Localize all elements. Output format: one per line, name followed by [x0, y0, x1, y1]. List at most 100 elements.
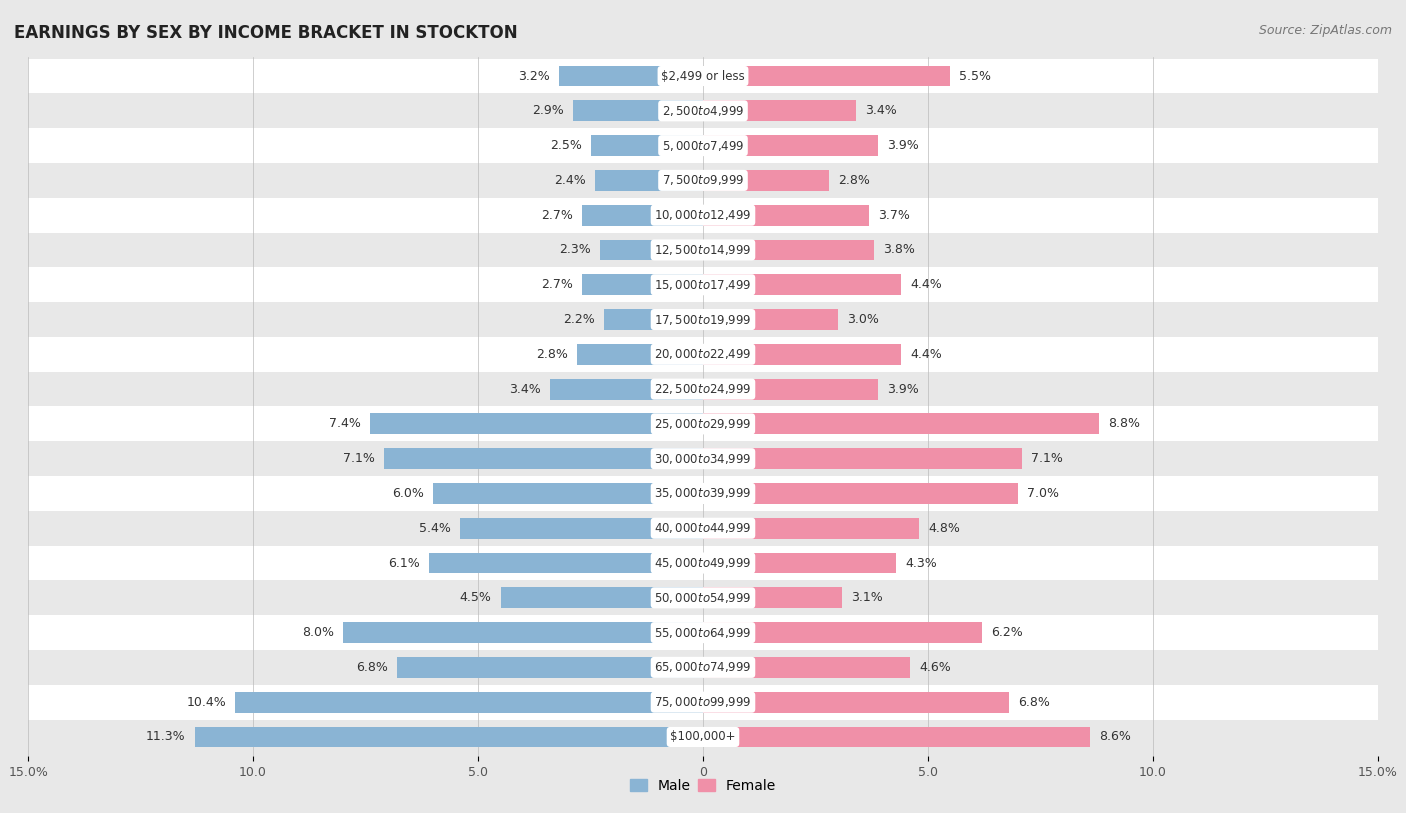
Bar [703, 448, 1022, 469]
Text: $22,500 to $24,999: $22,500 to $24,999 [654, 382, 752, 396]
Text: 3.9%: 3.9% [887, 383, 920, 396]
Bar [591, 135, 703, 156]
Text: 5.5%: 5.5% [959, 70, 991, 83]
Text: 2.4%: 2.4% [554, 174, 586, 187]
Text: 11.3%: 11.3% [146, 730, 186, 743]
Bar [28, 302, 1378, 337]
Text: Source: ZipAtlas.com: Source: ZipAtlas.com [1258, 24, 1392, 37]
Text: $12,500 to $14,999: $12,500 to $14,999 [654, 243, 752, 257]
Bar [703, 692, 1010, 713]
Text: $55,000 to $64,999: $55,000 to $64,999 [654, 625, 752, 640]
Text: 4.4%: 4.4% [910, 278, 942, 291]
Bar [28, 163, 1378, 198]
Bar [599, 240, 703, 260]
Text: 7.0%: 7.0% [1026, 487, 1059, 500]
Text: $45,000 to $49,999: $45,000 to $49,999 [654, 556, 752, 570]
Text: 3.1%: 3.1% [852, 591, 883, 604]
Bar [703, 66, 950, 86]
Text: 2.8%: 2.8% [838, 174, 870, 187]
Text: 4.6%: 4.6% [920, 661, 950, 674]
Bar [703, 309, 838, 330]
Bar [28, 198, 1378, 233]
Bar [703, 100, 856, 121]
Bar [28, 685, 1378, 720]
Text: 2.7%: 2.7% [541, 278, 572, 291]
Bar [703, 205, 869, 226]
Text: 4.8%: 4.8% [928, 522, 960, 535]
Bar [28, 720, 1378, 754]
Text: $30,000 to $34,999: $30,000 to $34,999 [654, 452, 752, 466]
Text: 7.1%: 7.1% [1032, 452, 1063, 465]
Text: 6.0%: 6.0% [392, 487, 425, 500]
Text: 2.7%: 2.7% [541, 209, 572, 222]
Text: 5.4%: 5.4% [419, 522, 451, 535]
Bar [703, 344, 901, 365]
Text: $5,000 to $7,499: $5,000 to $7,499 [662, 138, 744, 153]
Bar [28, 267, 1378, 302]
Bar [235, 692, 703, 713]
Bar [582, 274, 703, 295]
Bar [396, 657, 703, 678]
Text: 4.5%: 4.5% [460, 591, 492, 604]
Bar [384, 448, 703, 469]
Text: 8.6%: 8.6% [1099, 730, 1130, 743]
Text: 3.4%: 3.4% [865, 104, 897, 117]
Text: 3.2%: 3.2% [519, 70, 550, 83]
Text: 3.9%: 3.9% [887, 139, 920, 152]
Text: 4.4%: 4.4% [910, 348, 942, 361]
Text: $20,000 to $22,499: $20,000 to $22,499 [654, 347, 752, 361]
Bar [28, 406, 1378, 441]
Bar [28, 546, 1378, 580]
Bar [370, 414, 703, 434]
Bar [501, 587, 703, 608]
Bar [28, 233, 1378, 267]
Bar [572, 100, 703, 121]
Text: 8.0%: 8.0% [302, 626, 335, 639]
Text: 7.1%: 7.1% [343, 452, 374, 465]
Text: $40,000 to $44,999: $40,000 to $44,999 [654, 521, 752, 535]
Bar [550, 379, 703, 399]
Text: $15,000 to $17,499: $15,000 to $17,499 [654, 278, 752, 292]
Bar [703, 135, 879, 156]
Bar [703, 587, 842, 608]
Text: 6.8%: 6.8% [356, 661, 388, 674]
Text: $2,500 to $4,999: $2,500 to $4,999 [662, 104, 744, 118]
Bar [703, 274, 901, 295]
Text: 6.2%: 6.2% [991, 626, 1022, 639]
Bar [28, 650, 1378, 685]
Text: $65,000 to $74,999: $65,000 to $74,999 [654, 660, 752, 675]
Text: 2.2%: 2.2% [564, 313, 595, 326]
Bar [429, 553, 703, 573]
Bar [194, 727, 703, 747]
Legend: Male, Female: Male, Female [624, 773, 782, 798]
Bar [28, 337, 1378, 372]
Text: $75,000 to $99,999: $75,000 to $99,999 [654, 695, 752, 709]
Bar [576, 344, 703, 365]
Text: EARNINGS BY SEX BY INCOME BRACKET IN STOCKTON: EARNINGS BY SEX BY INCOME BRACKET IN STO… [14, 24, 517, 42]
Text: $50,000 to $54,999: $50,000 to $54,999 [654, 591, 752, 605]
Text: 10.4%: 10.4% [187, 696, 226, 709]
Text: $100,000+: $100,000+ [671, 730, 735, 743]
Text: 3.8%: 3.8% [883, 243, 915, 256]
Bar [28, 93, 1378, 128]
Bar [560, 66, 703, 86]
Bar [703, 240, 875, 260]
Bar [343, 622, 703, 643]
Text: 6.8%: 6.8% [1018, 696, 1050, 709]
Bar [703, 727, 1090, 747]
Text: $2,499 or less: $2,499 or less [661, 70, 745, 83]
Text: $7,500 to $9,999: $7,500 to $9,999 [662, 173, 744, 188]
Bar [28, 59, 1378, 93]
Bar [28, 615, 1378, 650]
Text: 3.4%: 3.4% [509, 383, 541, 396]
Bar [28, 476, 1378, 511]
Bar [703, 414, 1099, 434]
Bar [703, 518, 920, 539]
Text: 7.4%: 7.4% [329, 417, 361, 430]
Text: $35,000 to $39,999: $35,000 to $39,999 [654, 486, 752, 501]
Bar [703, 657, 910, 678]
Bar [28, 441, 1378, 476]
Bar [703, 622, 981, 643]
Bar [28, 580, 1378, 615]
Text: 3.0%: 3.0% [846, 313, 879, 326]
